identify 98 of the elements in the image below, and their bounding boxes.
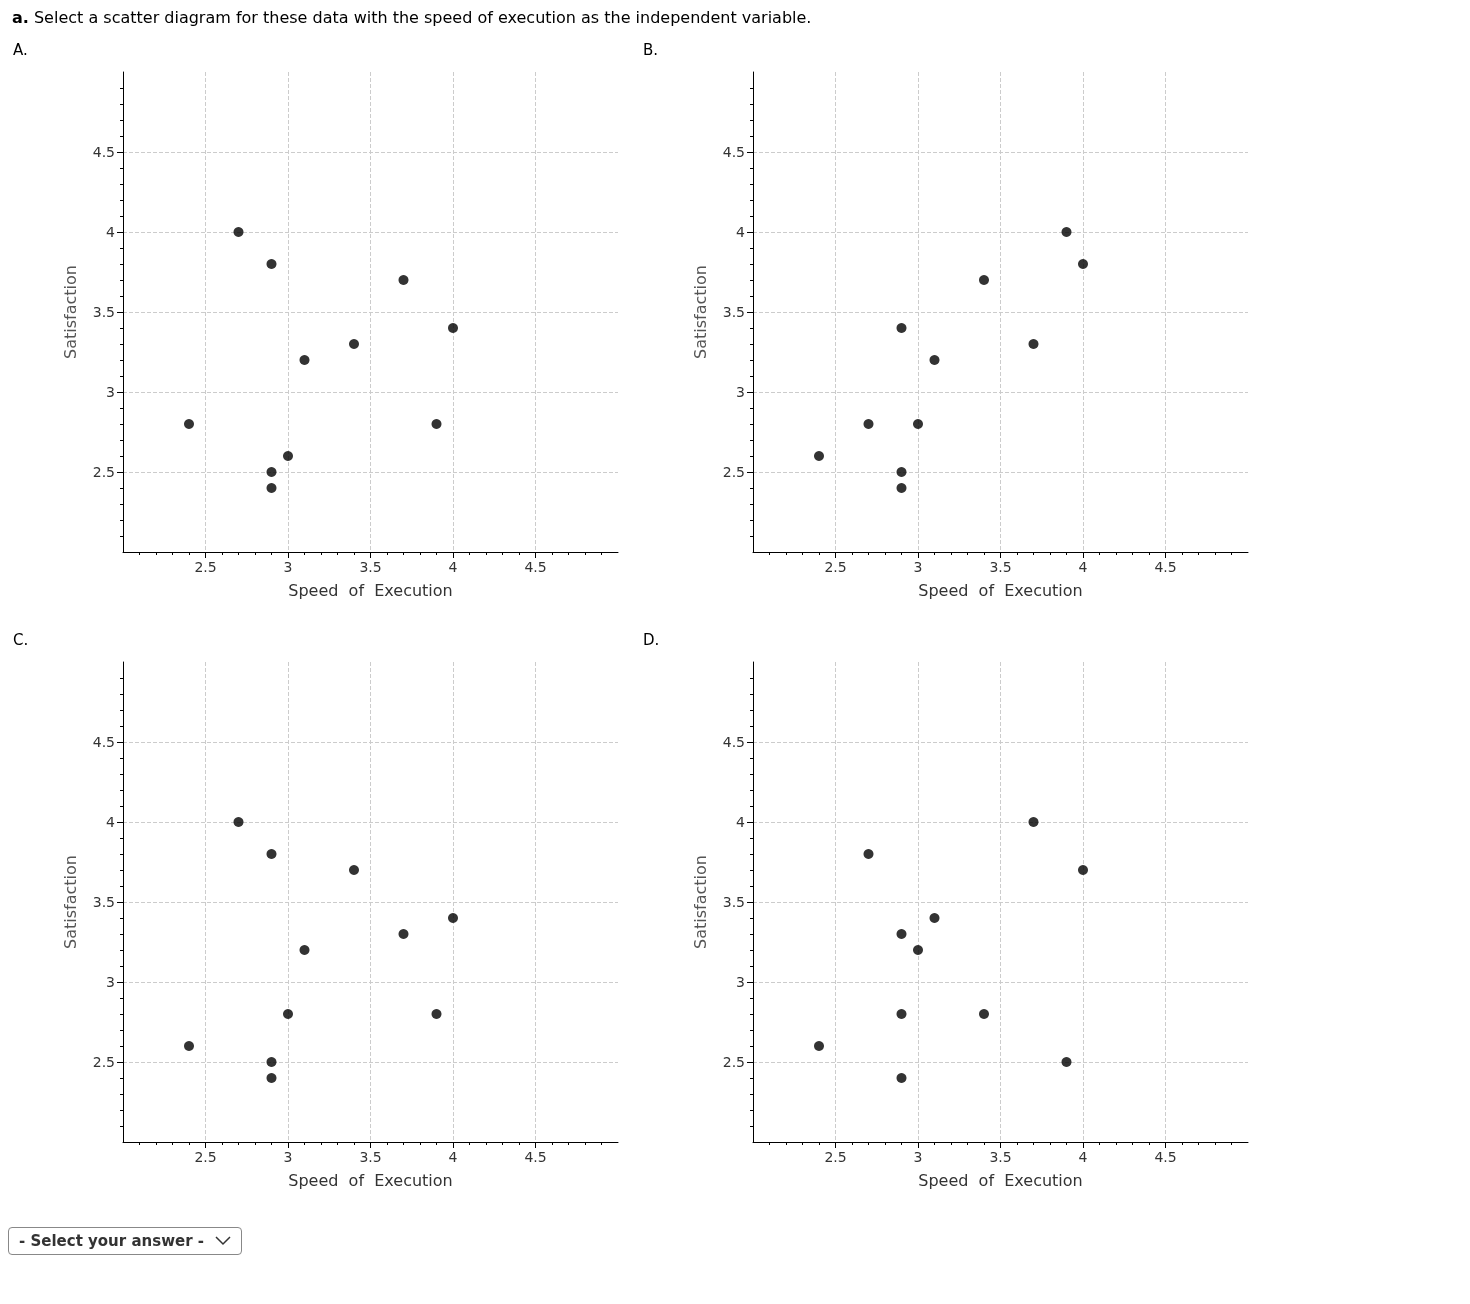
y-tick-label: 3.5	[92, 304, 115, 320]
y-tick-label: 4	[736, 224, 746, 240]
x-tick-label: 3	[913, 1149, 923, 1165]
y-tick-label: 4.5	[722, 144, 745, 160]
point	[979, 1009, 989, 1019]
point	[896, 323, 907, 333]
point	[233, 817, 244, 827]
y-axis-title: Satisfaction	[60, 265, 80, 359]
x-tick-label: 2.5	[824, 559, 847, 575]
y-tick-label: 3	[106, 384, 115, 400]
point	[266, 467, 277, 477]
point	[929, 913, 940, 923]
point	[979, 275, 989, 285]
point	[896, 1073, 907, 1083]
point	[184, 419, 194, 429]
x-tick-label: 2.5	[194, 1149, 217, 1165]
point	[266, 483, 277, 493]
point	[431, 419, 442, 429]
point	[896, 1009, 907, 1019]
point	[1078, 259, 1088, 269]
y-tick-label: 4.5	[722, 734, 745, 750]
point	[448, 323, 458, 333]
x-tick-label: 4	[448, 1149, 458, 1165]
y-tick-label: 4.5	[92, 734, 115, 750]
x-axis-title: Speed of Execution	[288, 580, 453, 600]
x-tick-label: 3.5	[359, 1149, 382, 1165]
point	[299, 355, 310, 365]
y-tick-label: 3.5	[722, 304, 745, 320]
x-tick-label: 3	[913, 559, 923, 575]
y-tick-label: 3	[736, 384, 745, 400]
point	[266, 1057, 277, 1067]
point	[266, 1073, 277, 1083]
x-tick-label: 3.5	[359, 559, 382, 575]
y-tick-label: 3.5	[92, 894, 115, 910]
x-tick-label: 2.5	[824, 1149, 847, 1165]
text: - Select your answer -	[8, 1227, 243, 1255]
point	[349, 865, 359, 875]
x-tick-label: 3	[283, 1149, 293, 1165]
point	[863, 419, 874, 429]
y-tick-label: 2.5	[722, 1054, 745, 1070]
x-tick-label: 4.5	[524, 559, 547, 575]
point	[814, 451, 824, 461]
point	[398, 929, 409, 939]
chart-title: B.	[643, 40, 659, 59]
point	[896, 467, 907, 477]
y-tick-label: 3	[736, 974, 745, 990]
point	[299, 945, 310, 955]
x-axis-title: Speed of Execution	[918, 580, 1083, 600]
point	[398, 275, 409, 285]
point	[1061, 1057, 1072, 1067]
point	[184, 1041, 194, 1051]
chart-title: D.	[643, 630, 660, 649]
point	[913, 419, 923, 429]
x-axis-title: Speed of Execution	[288, 1170, 453, 1190]
y-tick-label: 4.5	[92, 144, 115, 160]
x-tick-label: 4	[448, 559, 458, 575]
point	[431, 1009, 442, 1019]
point	[863, 849, 874, 859]
x-tick-label: 4	[1078, 559, 1088, 575]
x-tick-label: 3.5	[989, 559, 1012, 575]
point	[1028, 817, 1039, 827]
chart-title: A.	[13, 40, 28, 59]
x-axis-title: Speed of Execution	[918, 1170, 1083, 1190]
point	[233, 227, 244, 237]
y-tick-label: 4	[106, 814, 116, 830]
x-tick-label: 4.5	[1154, 1149, 1177, 1165]
chart-title: C.	[13, 630, 29, 649]
point	[913, 945, 923, 955]
point	[448, 913, 458, 923]
x-tick-label: 4.5	[524, 1149, 547, 1165]
y-tick-label: 3	[106, 974, 115, 990]
x-tick-label: 3	[283, 559, 293, 575]
point	[1028, 339, 1039, 349]
point	[266, 259, 277, 269]
point	[266, 849, 277, 859]
y-tick-label: 4	[106, 224, 116, 240]
y-tick-label: 2.5	[92, 464, 115, 480]
point	[283, 1009, 293, 1019]
y-tick-label: 2.5	[722, 464, 745, 480]
point	[283, 451, 293, 461]
y-axis-title: Satisfaction	[690, 855, 710, 949]
x-tick-label: 4.5	[1154, 559, 1177, 575]
y-tick-label: 4	[736, 814, 746, 830]
x-tick-label: 4	[1078, 1149, 1088, 1165]
point	[929, 355, 940, 365]
text: a. Select a scatter diagram for these data with the speed of execution as the independent variable.	[12, 8, 813, 27]
x-tick-label: 3.5	[989, 1149, 1012, 1165]
point	[896, 929, 907, 939]
y-tick-label: 2.5	[92, 1054, 115, 1070]
x-tick-label: 2.5	[194, 559, 217, 575]
y-tick-label: 3.5	[722, 894, 745, 910]
point	[349, 339, 359, 349]
point	[896, 483, 907, 493]
y-axis-title: Satisfaction	[690, 265, 710, 359]
y-axis-title: Satisfaction	[60, 855, 80, 949]
point	[814, 1041, 824, 1051]
point	[1061, 227, 1072, 237]
point	[1078, 865, 1088, 875]
